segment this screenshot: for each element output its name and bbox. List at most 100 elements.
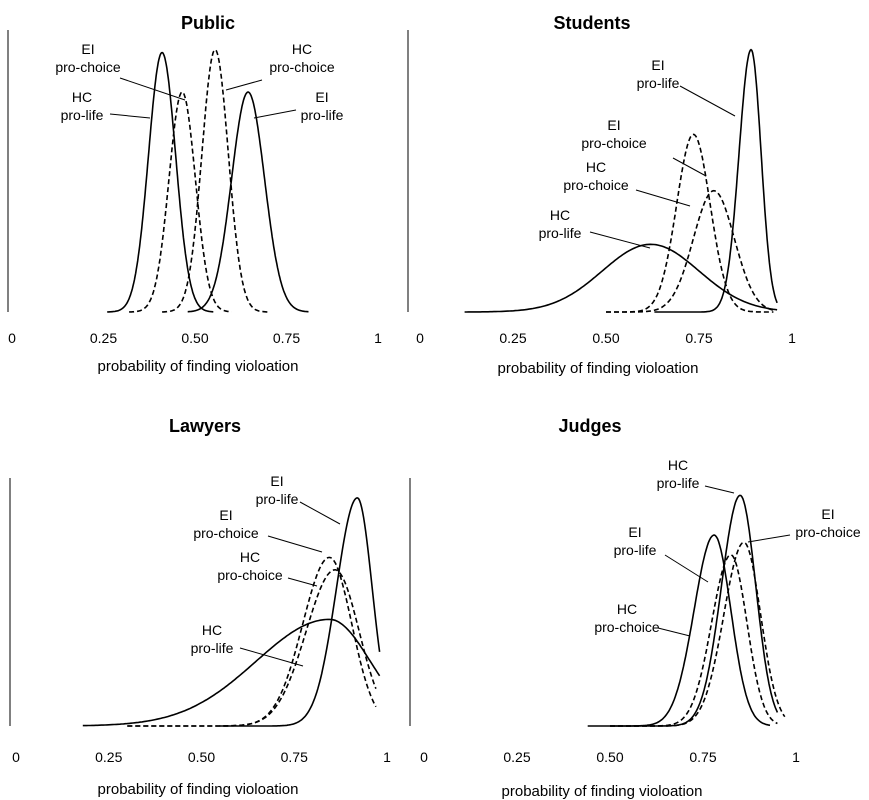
annotation-text-public-ei-pro-life-0: EI	[315, 89, 328, 105]
annotation-text-students-ei-pro-life-0: EI	[651, 57, 664, 73]
annotation-text-students-hc-pro-life-1: pro-life	[539, 225, 582, 241]
leader-line-students-hc-pro-life	[589, 231, 651, 249]
panel-title-public: Public	[181, 13, 235, 33]
annotation-public-ei-pro-life: EI pro-life	[253, 89, 344, 123]
x-tick-label-public-3: 0.75	[273, 330, 300, 346]
density-curve-public-hc-pro-life	[107, 51, 214, 313]
annotation-text-judges-hc-pro-life-1: pro-life	[657, 475, 700, 491]
annotation-judges-hc-pro-choice: HC pro-choice	[594, 601, 691, 637]
leader-line-public-ei-pro-choice	[119, 77, 186, 101]
leader-line-students-ei-pro-choice	[672, 157, 707, 177]
annotation-lawyers-ei-pro-choice: EI pro-choice	[193, 507, 323, 553]
annotation-lawyers-ei-pro-life: EI pro-life	[256, 473, 341, 525]
annotation-text-judges-ei-pro-life-0: EI	[628, 524, 641, 540]
annotation-text-judges-ei-pro-choice-0: EI	[821, 506, 834, 522]
density-curve-public-ei-pro-choice	[129, 91, 232, 313]
annotation-text-lawyers-hc-pro-choice-0: HC	[240, 549, 260, 565]
x-tick-label-public-0: 0	[8, 330, 16, 346]
density-curve-public-ei-pro-life	[187, 91, 309, 313]
annotation-text-public-hc-pro-choice-0: HC	[292, 41, 312, 57]
plot-judges: 0 0.25 0.50 0.75 1 HC pro-life EI pro-choice EI pr…	[409, 457, 861, 765]
annotation-text-students-hc-pro-choice-0: HC	[586, 159, 606, 175]
annotation-text-judges-ei-pro-choice-1: pro-choice	[795, 524, 861, 540]
leader-line-public-hc-pro-choice	[225, 79, 263, 91]
x-tick-label-students-3: 0.75	[685, 330, 712, 346]
x-axis-label-judges: probability of finding violoation	[502, 783, 703, 800]
annotation-text-students-hc-pro-life-0: HC	[550, 207, 570, 223]
annotation-text-lawyers-hc-pro-life-1: pro-life	[191, 640, 234, 656]
density-curve-judges-ei-pro-choice	[610, 541, 786, 727]
annotation-public-hc-pro-choice: HC pro-choice	[225, 41, 335, 91]
x-tick-label-lawyers-3: 0.75	[281, 749, 308, 765]
x-tick-label-students-2: 0.50	[592, 330, 619, 346]
x-tick-label-lawyers-2: 0.50	[188, 749, 215, 765]
annotation-text-lawyers-ei-pro-choice-0: EI	[219, 507, 232, 523]
annotation-lawyers-hc-pro-life: HC pro-life	[191, 622, 304, 667]
leader-line-judges-hc-pro-life	[704, 485, 735, 494]
leader-line-public-ei-pro-life	[253, 109, 297, 119]
x-tick-label-public-4: 1	[374, 330, 382, 346]
x-tick-label-judges-1: 0.25	[503, 749, 530, 765]
plot-students: 0 0.25 0.50 0.75 1 EI pro-life EI pro-choice HC pr…	[407, 30, 796, 346]
x-tick-label-judges-0: 0	[420, 749, 428, 765]
x-tick-label-lawyers-4: 1	[383, 749, 391, 765]
leader-line-lawyers-hc-pro-choice	[287, 577, 318, 587]
annotation-text-judges-hc-pro-choice-1: pro-choice	[594, 619, 660, 635]
density-curve-judges-hc-pro-choice	[610, 554, 778, 727]
plot-public: 0 0.25 0.50 0.75 1 EI pro-choice HC pro-life HC pr…	[7, 30, 382, 346]
density-curve-students-hc-pro-choice	[606, 189, 774, 313]
x-tick-label-students-1: 0.25	[499, 330, 526, 346]
annotation-text-public-hc-pro-choice-1: pro-choice	[269, 59, 335, 75]
annotation-judges-hc-pro-life: HC pro-life	[657, 457, 735, 494]
annotation-text-judges-ei-pro-life-1: pro-life	[614, 542, 657, 558]
plot-lawyers: 0 0.25 0.50 0.75 1 EI pro-life EI pro-choice HC pr…	[9, 473, 391, 765]
annotation-judges-ei-pro-life: EI pro-life	[614, 524, 709, 583]
annotation-text-lawyers-hc-pro-life-0: HC	[202, 622, 222, 638]
annotation-text-public-hc-pro-life-0: HC	[72, 89, 92, 105]
x-tick-label-lawyers-0: 0	[12, 749, 20, 765]
panel-title-lawyers: Lawyers	[169, 416, 241, 436]
leader-line-lawyers-ei-pro-life	[299, 501, 341, 525]
annotation-text-students-hc-pro-choice-1: pro-choice	[563, 177, 629, 193]
density-curve-public-hc-pro-choice	[162, 48, 269, 313]
annotation-students-ei-pro-choice: EI pro-choice	[581, 117, 707, 177]
x-tick-label-judges-3: 0.75	[689, 749, 716, 765]
annotation-public-hc-pro-life: HC pro-life	[61, 89, 151, 123]
leader-line-public-hc-pro-life	[109, 113, 151, 119]
x-tick-label-public-1: 0.25	[90, 330, 117, 346]
leader-line-students-ei-pro-life	[679, 85, 736, 117]
annotation-text-students-ei-pro-life-1: pro-life	[637, 75, 680, 91]
annotation-text-students-ei-pro-choice-0: EI	[607, 117, 620, 133]
density-curve-students-ei-pro-life	[654, 48, 778, 313]
leader-line-lawyers-ei-pro-choice	[267, 535, 323, 553]
x-tick-label-students-4: 1	[788, 330, 796, 346]
annotation-text-lawyers-hc-pro-choice-1: pro-choice	[217, 567, 283, 583]
annotation-students-hc-pro-life: HC pro-life	[539, 207, 651, 249]
annotation-text-public-ei-pro-choice-0: EI	[81, 41, 94, 57]
x-tick-label-judges-2: 0.50	[596, 749, 623, 765]
panel-title-students: Students	[553, 13, 630, 33]
leader-line-lawyers-hc-pro-life	[239, 647, 304, 667]
leader-line-judges-ei-pro-choice	[747, 534, 791, 543]
annotation-text-lawyers-ei-pro-life-1: pro-life	[256, 491, 299, 507]
annotation-text-public-ei-pro-life-1: pro-life	[301, 107, 344, 123]
density-curve-lawyers-ei-pro-life	[220, 497, 381, 727]
annotation-text-judges-hc-pro-life-0: HC	[668, 457, 688, 473]
annotation-text-judges-hc-pro-choice-0: HC	[617, 601, 637, 617]
x-tick-label-public-2: 0.50	[181, 330, 208, 346]
panel-title-judges: Judges	[558, 416, 621, 436]
x-axis-label-public: probability of finding violoation	[98, 358, 299, 375]
density-curve-students-ei-pro-choice	[606, 133, 774, 313]
annotation-judges-ei-pro-choice: EI pro-choice	[747, 506, 861, 543]
annotation-text-lawyers-ei-pro-choice-1: pro-choice	[193, 525, 259, 541]
x-tick-label-judges-4: 1	[792, 749, 800, 765]
leader-line-judges-ei-pro-life	[664, 554, 709, 583]
x-axis-label-students: probability of finding violoation	[498, 360, 699, 377]
leader-line-judges-hc-pro-choice	[657, 627, 691, 637]
density-curve-students-hc-pro-life	[464, 243, 778, 313]
annotation-students-ei-pro-life: EI pro-life	[637, 57, 736, 117]
leader-line-students-hc-pro-choice	[635, 189, 691, 207]
density-curve-lawyers-hc-pro-choice	[127, 568, 377, 727]
annotation-text-lawyers-ei-pro-life-0: EI	[270, 473, 283, 489]
